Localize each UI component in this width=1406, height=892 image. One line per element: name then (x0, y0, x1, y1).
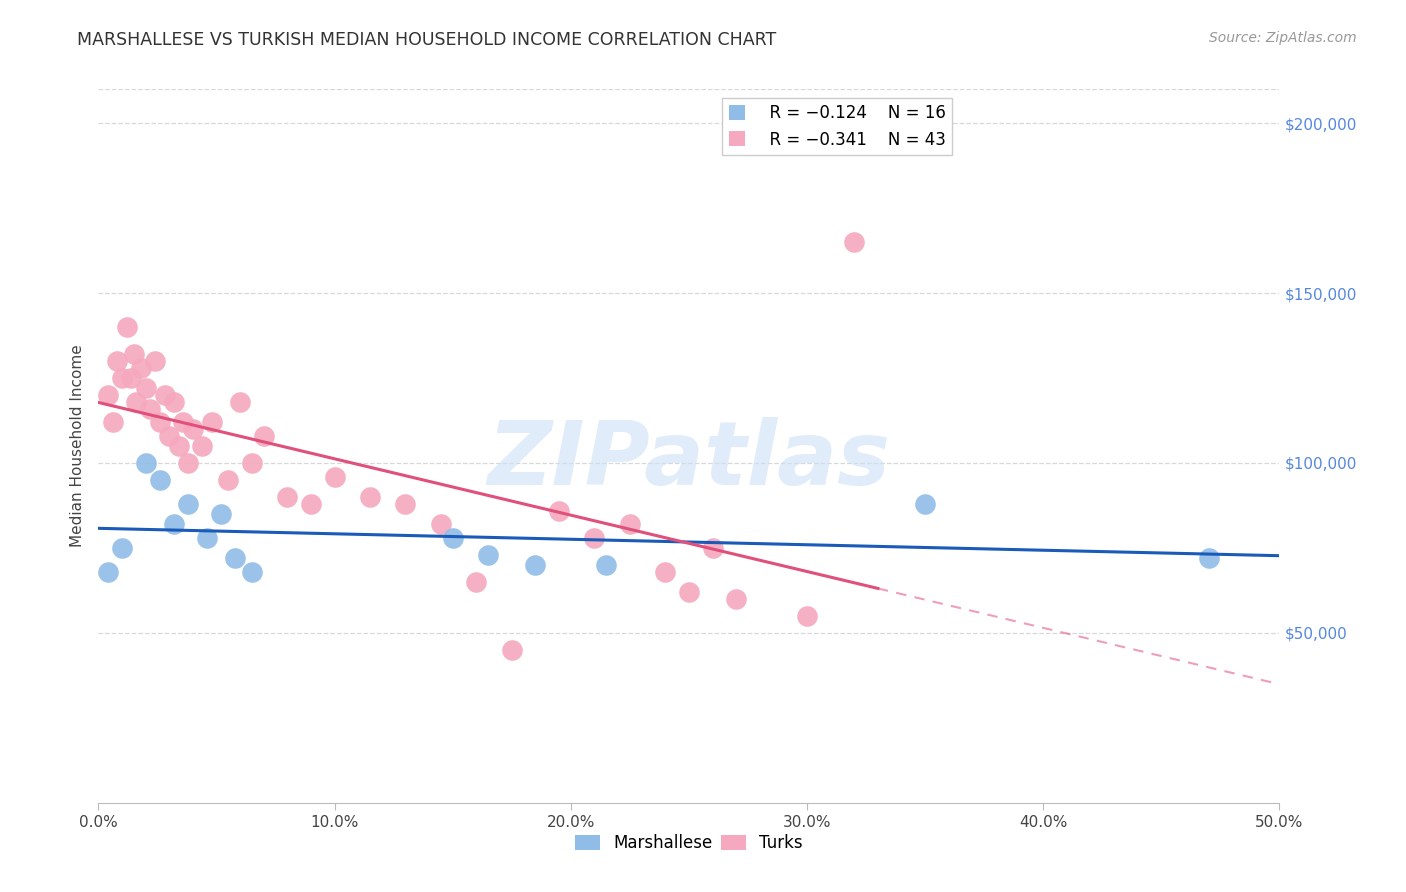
Point (195, 531, 218, 545)
Point (583, 531, 606, 545)
Point (157, 429, 180, 443)
Point (702, 541, 724, 555)
Point (394, 497, 416, 511)
Point (229, 394, 252, 409)
Point (796, 608, 818, 623)
Point (149, 473, 172, 487)
Point (359, 490, 381, 504)
Point (191, 439, 214, 453)
Point (914, 497, 936, 511)
Point (139, 401, 162, 416)
Point (1198, 551, 1220, 566)
Point (595, 558, 617, 572)
Point (121, 371, 143, 385)
Point (654, 565, 676, 579)
Point (240, 565, 263, 579)
Point (240, 456, 263, 470)
Point (678, 585, 700, 599)
Point (465, 574, 488, 589)
Point (524, 558, 547, 572)
Point (177, 497, 200, 511)
Point (209, 507, 232, 521)
Y-axis label: Median Household Income: Median Household Income (69, 344, 84, 548)
Point (725, 591, 748, 606)
Text: ZIPatlas: ZIPatlas (488, 417, 890, 504)
Point (172, 415, 194, 429)
Point (135, 381, 157, 395)
Point (224, 551, 246, 566)
Point (97, 565, 120, 579)
Point (143, 354, 166, 368)
Point (430, 517, 453, 532)
Point (167, 439, 190, 453)
Point (122, 347, 145, 361)
Point (125, 394, 148, 409)
Point (111, 541, 134, 555)
Point (217, 473, 239, 487)
Point (844, 235, 866, 249)
Point (177, 456, 200, 470)
Point (276, 490, 298, 504)
Point (153, 388, 176, 402)
Point (111, 371, 134, 385)
Point (253, 429, 276, 443)
Text: MARSHALLESE VS TURKISH MEDIAN HOUSEHOLD INCOME CORRELATION CHART: MARSHALLESE VS TURKISH MEDIAN HOUSEHOLD … (77, 31, 776, 49)
Point (163, 517, 186, 532)
Point (101, 415, 124, 429)
Point (201, 415, 224, 429)
Point (105, 354, 128, 368)
Point (163, 394, 186, 409)
Point (135, 456, 157, 470)
Point (115, 320, 138, 334)
Point (323, 469, 346, 483)
Point (501, 643, 523, 657)
Legend: Marshallese, Turks: Marshallese, Turks (568, 828, 810, 859)
Point (181, 422, 204, 436)
Point (441, 531, 464, 545)
Point (548, 503, 571, 517)
Point (299, 497, 322, 511)
Point (477, 548, 499, 562)
Point (129, 360, 152, 375)
Point (97, 388, 120, 402)
Point (149, 415, 172, 429)
Text: Source: ZipAtlas.com: Source: ZipAtlas.com (1209, 31, 1357, 45)
Point (619, 517, 641, 532)
